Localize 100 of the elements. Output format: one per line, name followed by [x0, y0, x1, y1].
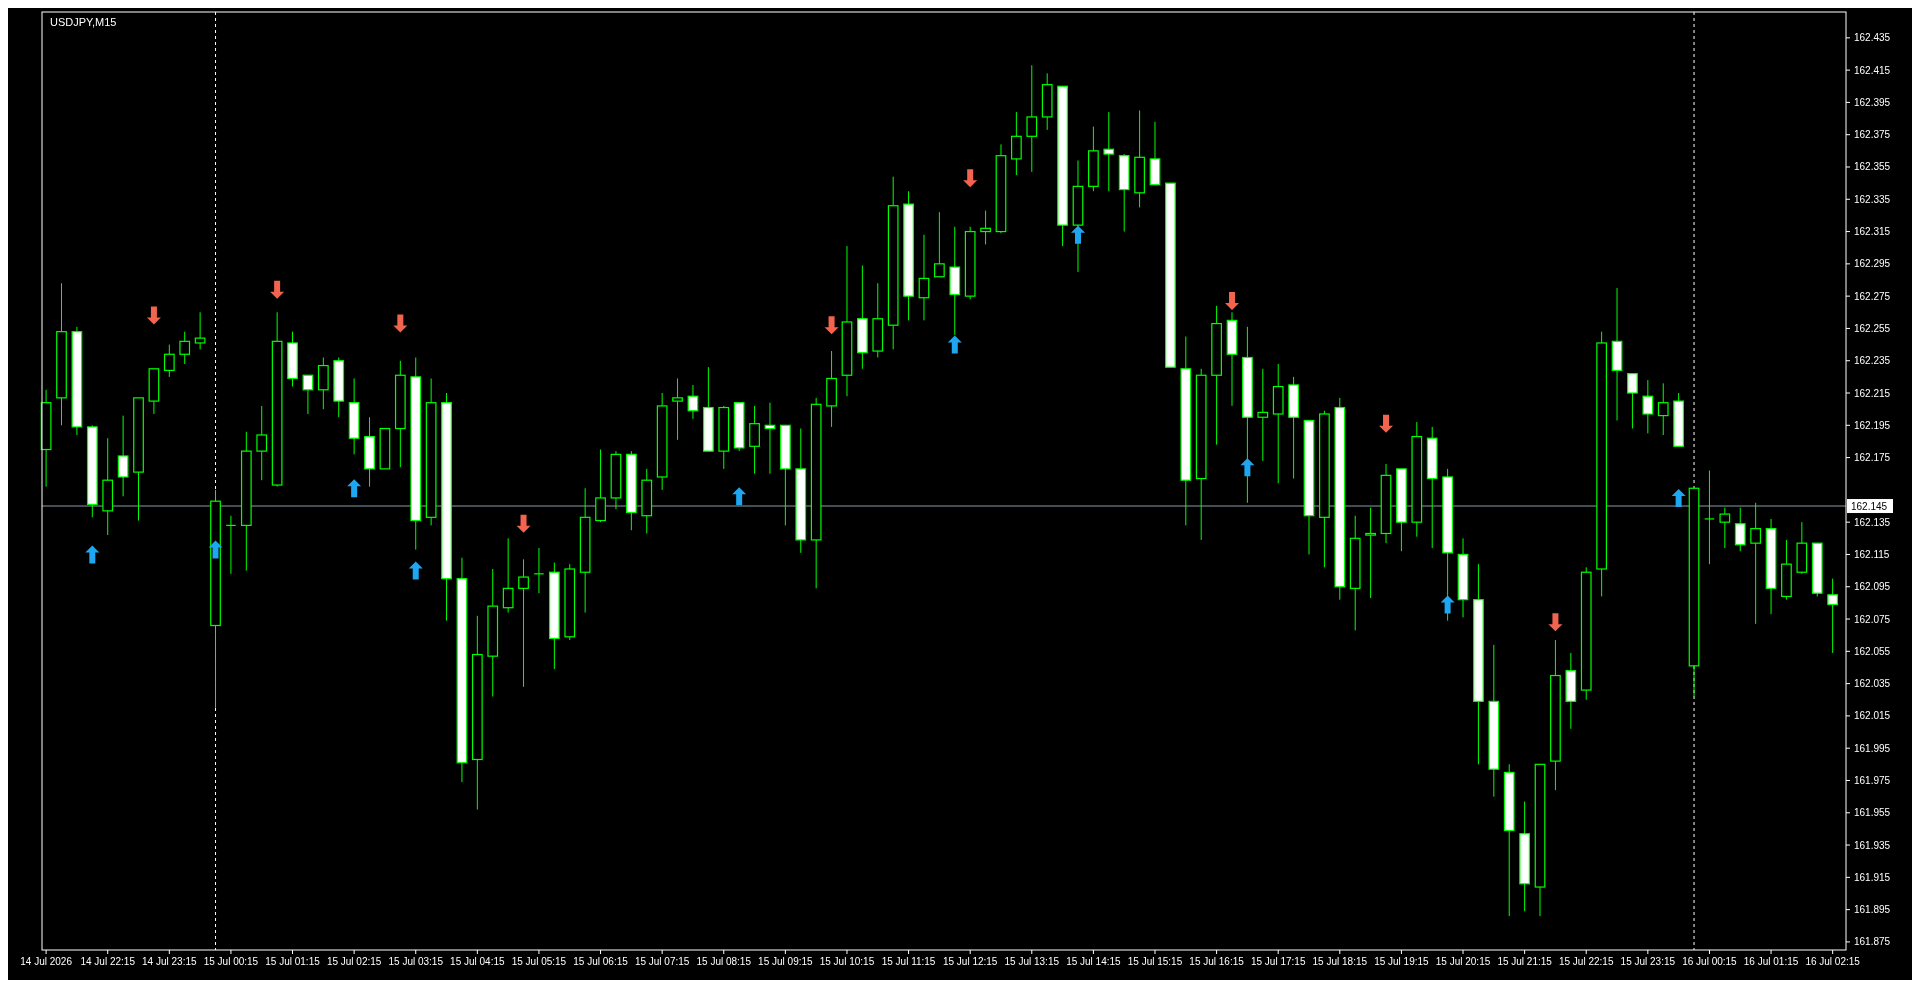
- candlestick: [225, 515, 237, 575]
- y-tick-label: 162.335: [1854, 193, 1891, 205]
- point: [1240, 458, 1255, 477]
- x-tick-label: 15 Jul 18:15: [1312, 956, 1368, 967]
- y-tick-label: 161.995: [1854, 742, 1891, 754]
- x-tick-label: 15 Jul 04:15: [450, 956, 506, 967]
- point: [1225, 291, 1239, 310]
- x-tick-label: 15 Jul 01:15: [265, 956, 321, 967]
- point: [963, 169, 978, 188]
- candlestick: [1103, 111, 1115, 192]
- y-tick-label: 162.195: [1854, 419, 1891, 431]
- candlestick: [1627, 373, 1638, 430]
- x-tick-label: 15 Jul 19:15: [1374, 956, 1430, 967]
- x-tick-label: 15 Jul 16:15: [1189, 956, 1245, 967]
- x-tick-label: 16 Jul 00:15: [1682, 956, 1738, 967]
- point: [516, 514, 531, 533]
- y-tick-label: 162.295: [1854, 258, 1891, 270]
- candlestick: [1827, 578, 1839, 654]
- point: [146, 306, 161, 325]
- y-tick-label: 162.355: [1854, 161, 1891, 173]
- y-tick-label: 162.415: [1854, 64, 1891, 76]
- y-tick-label: 162.135: [1854, 516, 1891, 528]
- x-tick-label: 15 Jul 00:15: [203, 956, 259, 967]
- candlestick: [1704, 470, 1715, 565]
- candlestick: [1026, 64, 1038, 173]
- x-tick-label: 15 Jul 15:15: [1127, 956, 1183, 967]
- x-tick-label: 15 Jul 02:15: [326, 956, 382, 967]
- y-tick-label: 162.115: [1854, 548, 1890, 560]
- point: [208, 540, 223, 559]
- candlestick: [980, 210, 991, 245]
- x-tick-label: 15 Jul 11:15: [881, 956, 936, 967]
- x-tick-label: 15 Jul 13:15: [1004, 956, 1060, 967]
- x-tick-label: 14 Jul 2026: [20, 956, 73, 967]
- x-tick-label: 15 Jul 05:15: [511, 956, 567, 967]
- candlestick: [934, 211, 945, 278]
- point: [947, 335, 962, 354]
- x-tick-label: 15 Jul 21:15: [1497, 956, 1553, 967]
- y-tick-label: 162.435: [1854, 32, 1891, 44]
- y-tick-label: 162.015: [1854, 710, 1891, 722]
- candlestick: [918, 234, 930, 321]
- x-tick-label: 15 Jul 09:15: [758, 956, 814, 967]
- x-tick-label: 15 Jul 12:15: [942, 956, 998, 967]
- x-tick-label: 15 Jul 14:15: [1066, 956, 1122, 967]
- y-tick-label: 162.215: [1854, 387, 1891, 399]
- point: [347, 479, 362, 498]
- point: [1379, 414, 1394, 433]
- point: [85, 545, 100, 564]
- y-tick-label: 162.275: [1854, 290, 1891, 302]
- x-tick-label: 15 Jul 08:15: [696, 956, 752, 967]
- y-tick-label: 162.095: [1854, 581, 1891, 593]
- y-tick-label: 162.395: [1854, 96, 1891, 108]
- y-tick-label: 161.895: [1854, 904, 1891, 916]
- candlestick: [1719, 507, 1731, 549]
- y-tick-label: 161.975: [1854, 774, 1891, 786]
- candlestick: [117, 415, 129, 497]
- candlestick: [256, 405, 268, 481]
- point: [1070, 225, 1085, 244]
- candlestick: [1750, 502, 1762, 625]
- x-tick-label: 14 Jul 23:15: [142, 956, 197, 967]
- y-tick-label: 161.935: [1854, 839, 1891, 851]
- candlestick: [1642, 379, 1654, 434]
- candlestick: [163, 344, 175, 378]
- x-tick-label: 15 Jul 03:15: [388, 956, 444, 967]
- candlestick: [1365, 507, 1376, 599]
- x-tick-label: 14 Jul 22:15: [80, 956, 136, 967]
- x-tick-label: 15 Jul 06:15: [573, 956, 629, 967]
- candlestick: [533, 547, 545, 594]
- candlestick: [672, 377, 683, 441]
- candlestick: [194, 311, 206, 350]
- point: [824, 316, 839, 335]
- x-tick-label: 15 Jul 17:15: [1250, 956, 1306, 967]
- candlestick: [1257, 368, 1269, 462]
- y-tick-label: 162.235: [1854, 355, 1891, 367]
- ref-line-label: 162.145: [1851, 500, 1888, 512]
- y-tick-label: 161.875: [1854, 936, 1891, 948]
- y-tick-label: 161.955: [1854, 807, 1891, 819]
- candlestick: [502, 537, 514, 614]
- x-tick-label: 15 Jul 07:15: [634, 956, 690, 967]
- y-tick-label: 162.315: [1854, 226, 1891, 238]
- point: [1548, 613, 1563, 632]
- point: [1440, 595, 1455, 614]
- y-tick-label: 162.075: [1854, 613, 1891, 625]
- chart-title: USDJPY,M15: [50, 16, 117, 28]
- candlestick: [1657, 382, 1669, 436]
- y-tick-label: 162.055: [1854, 645, 1891, 657]
- point: [408, 561, 423, 580]
- x-tick-label: 16 Jul 02:15: [1805, 956, 1861, 967]
- point: [393, 314, 408, 333]
- candlestick: [179, 331, 191, 365]
- x-tick-label: 15 Jul 23:15: [1620, 956, 1676, 967]
- y-tick-label: 162.255: [1854, 322, 1891, 334]
- x-tick-label: 16 Jul 01:15: [1743, 956, 1799, 967]
- candlestick: [595, 449, 606, 523]
- x-tick-label: 15 Jul 20:15: [1435, 956, 1491, 967]
- y-tick-label: 162.175: [1854, 452, 1891, 464]
- candlestick: [518, 558, 529, 688]
- point: [1671, 488, 1686, 507]
- candlestick: [1734, 507, 1746, 552]
- candlestick: [749, 405, 760, 475]
- y-tick-label: 161.915: [1854, 871, 1891, 883]
